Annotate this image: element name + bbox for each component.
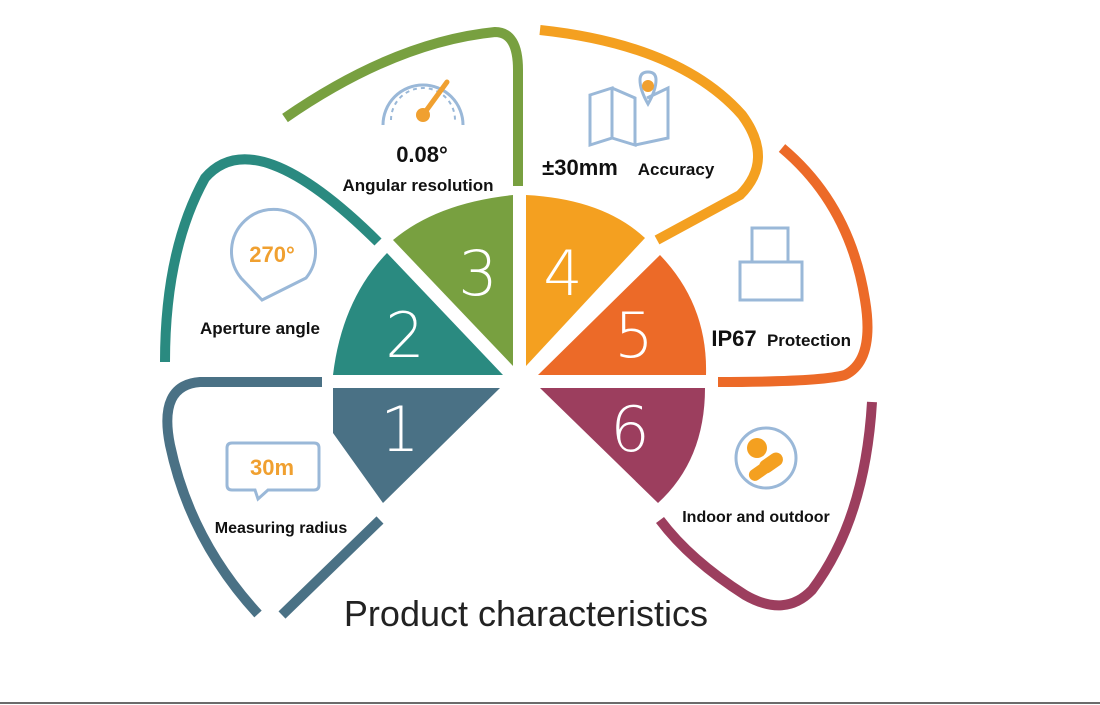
map-pin-dot [642, 80, 654, 92]
aperture-angle-icon [230, 207, 317, 302]
value-protection: IP67 [711, 326, 756, 351]
arc-2 [160, 154, 382, 363]
wedge-5 [538, 255, 707, 375]
speech-bubble-icon [225, 441, 321, 502]
gauge-icon [381, 79, 465, 126]
wedge-number-5: 5 [614, 299, 653, 372]
sensor-box-icon [738, 226, 804, 302]
label-aperture-angle: Aperture angle [200, 319, 320, 338]
bottom-rule [0, 702, 1100, 704]
map-pin-icon [588, 70, 670, 148]
wedge-6 [540, 388, 705, 503]
value-angular-resolution: 0.08° [396, 142, 448, 167]
wedge-number-4: 4 [543, 237, 582, 310]
arc-5 [717, 144, 873, 387]
arc-1b [278, 516, 384, 619]
arc-3 [282, 26, 523, 186]
wedge-3 [393, 195, 513, 366]
wedge-number-2: 2 [385, 299, 424, 372]
page-title: Product characteristics [344, 593, 708, 634]
wedge-number-3: 3 [458, 237, 497, 310]
label-measuring-radius: Measuring radius [215, 520, 348, 537]
arc-6 [656, 401, 877, 611]
label-angular-resolution: Angular resolution [342, 176, 493, 195]
wedge-2 [333, 253, 503, 375]
wedge-1 [333, 388, 500, 503]
label-protection: Protection [767, 331, 851, 350]
wedge-number-1: 1 [380, 393, 419, 466]
label-accuracy: Accuracy [638, 160, 715, 179]
arc-4 [539, 25, 763, 245]
value-aperture-angle: 270° [249, 242, 295, 267]
label-indoor-outdoor: Indoor and outdoor [682, 509, 830, 526]
pills-icon [734, 426, 798, 490]
wedge-number-6: 6 [610, 393, 649, 466]
wedge-4 [526, 195, 645, 366]
value-accuracy: ±30mm [542, 155, 618, 180]
value-measuring-radius: 30m [250, 455, 294, 480]
arc-1 [162, 377, 322, 618]
